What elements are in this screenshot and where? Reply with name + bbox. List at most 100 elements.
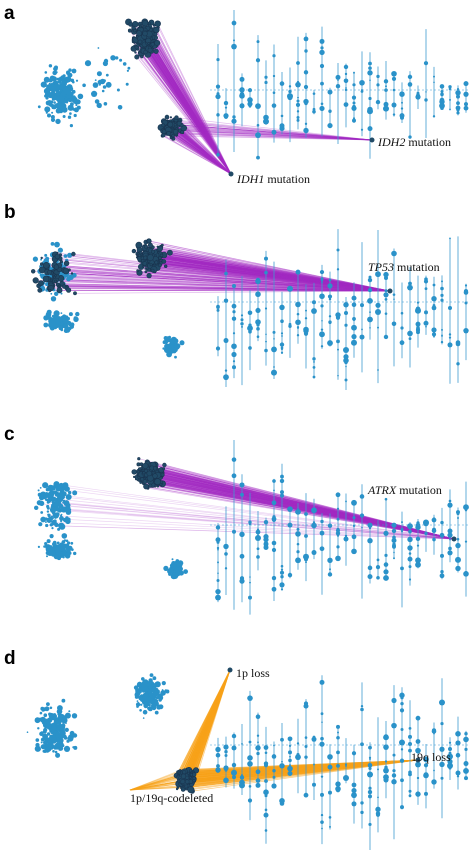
panel-d-edge xyxy=(183,759,419,777)
panel-b-node xyxy=(64,284,68,288)
panel-b-stem-node xyxy=(415,321,421,327)
panel-d-stem-node xyxy=(383,767,389,774)
panel-b-edge xyxy=(146,265,391,292)
panel-a-stem-node xyxy=(391,76,397,81)
panel-d-node xyxy=(52,735,56,738)
panel-c-edge xyxy=(161,474,455,540)
panel-b-stem-node xyxy=(232,332,236,335)
panel-d-stem-node xyxy=(335,788,341,793)
panel-b-stem-node xyxy=(360,303,364,308)
panel-a-stem-node xyxy=(320,50,324,53)
panel-b-edge xyxy=(155,259,391,292)
panel-b-node xyxy=(162,340,167,345)
panel-d-stem-node xyxy=(304,755,308,759)
panel-a-stem-node xyxy=(295,102,301,107)
panel-b-edge xyxy=(139,272,391,292)
panel-c-stem-node xyxy=(401,521,403,524)
panel-a-edge xyxy=(162,134,232,175)
panel-a-stem-node xyxy=(391,102,397,108)
panel-d-stem-node xyxy=(383,734,389,739)
panel-d-node xyxy=(57,715,62,720)
panel-b-stem-node xyxy=(391,250,397,257)
panel-c-stem-node xyxy=(439,532,445,538)
panel-d-node xyxy=(47,741,54,748)
panel-c-stem-node xyxy=(351,499,357,506)
panel-d-node xyxy=(35,742,40,748)
panel-a-stem-node xyxy=(296,99,300,103)
panel-a-stem-node xyxy=(320,102,324,106)
panel-d-edge xyxy=(129,787,178,791)
panel-b-node xyxy=(61,314,67,320)
panel-d-stem-node xyxy=(447,758,453,765)
panel-b-edge xyxy=(49,271,391,292)
panel-d-node xyxy=(52,750,55,753)
panel-d-stem-node xyxy=(336,750,340,755)
panel-c-edge xyxy=(152,472,455,540)
panel-d-node xyxy=(143,679,149,684)
panel-a-edge xyxy=(171,133,373,141)
panel-d-stem-node xyxy=(264,829,268,832)
panel-b-edge xyxy=(69,269,391,292)
panel-c-edge xyxy=(146,462,455,540)
panel-a-edge xyxy=(173,128,232,175)
panel-a-stem-node xyxy=(368,66,372,70)
panel-c-stem-node xyxy=(280,474,284,479)
panel-c-stem-node xyxy=(424,531,428,536)
panel-c-node xyxy=(52,512,60,519)
panel-b-edge xyxy=(51,278,391,292)
panel-c-node xyxy=(65,539,69,543)
panel-b-stem-node xyxy=(447,342,453,348)
panel-a-stem-node xyxy=(369,79,371,82)
panel-a-edge xyxy=(133,37,232,175)
panel-d-stem-node xyxy=(392,769,396,773)
panel-a-edge xyxy=(164,131,373,141)
panel-a-edge xyxy=(147,48,232,175)
panel-c-edge xyxy=(160,484,455,540)
panel-c-edge xyxy=(155,475,455,540)
panel-b-stem-node xyxy=(400,311,404,315)
panel-b-stem-node xyxy=(272,330,276,334)
panel-b-stem-node xyxy=(328,315,332,318)
panel-a-stem-node xyxy=(383,101,389,107)
panel-a-node xyxy=(171,119,174,123)
panel-d-stem-node xyxy=(415,791,421,797)
panel-b-edge xyxy=(150,244,391,292)
panel-b-stems xyxy=(210,229,470,390)
panel-b-stem-node xyxy=(296,326,300,329)
panel-d-stem-node xyxy=(247,695,253,701)
panel-a-stem-node xyxy=(392,113,396,116)
panel-c-stem-node xyxy=(216,579,220,583)
panel-c-edges xyxy=(40,458,455,540)
panel-d-edge xyxy=(129,771,180,791)
panel-c-stem-node xyxy=(327,523,333,528)
panel-a-node xyxy=(141,20,149,27)
panel-a-stem-node xyxy=(256,123,260,127)
panel-a-edge xyxy=(138,39,232,175)
panel-a-edge xyxy=(140,29,232,175)
panel-b-edge xyxy=(58,284,391,292)
panel-a-node xyxy=(50,117,56,122)
panel-a-edge xyxy=(176,135,232,175)
panel-b-stem-node xyxy=(455,341,461,347)
panel-b-stem-node xyxy=(232,365,236,368)
panel-a-edge xyxy=(179,123,232,175)
panel-a-edge xyxy=(180,130,232,175)
panel-c-edge xyxy=(151,479,455,540)
panel-a-edge xyxy=(149,46,232,175)
panel-a-node xyxy=(105,73,109,77)
panel-d-node xyxy=(42,749,46,753)
panel-b-node xyxy=(55,319,61,325)
panel-b-stem-node xyxy=(344,360,348,365)
panel-c: c ATRX mutation xyxy=(4,424,470,615)
panel-c-node xyxy=(51,527,54,530)
panel-a-stem-node xyxy=(439,84,445,89)
panel-a-edge xyxy=(181,132,373,141)
panel-d-stem-node xyxy=(281,760,283,763)
panel-a-node xyxy=(171,133,175,138)
panel-b-node xyxy=(138,251,142,255)
panel-c-edge xyxy=(161,469,455,540)
panel-d-stem-node xyxy=(225,746,227,749)
panel-b-edge xyxy=(156,261,391,292)
panel-b-node xyxy=(162,347,165,350)
panel-b-stem-node xyxy=(241,318,243,321)
